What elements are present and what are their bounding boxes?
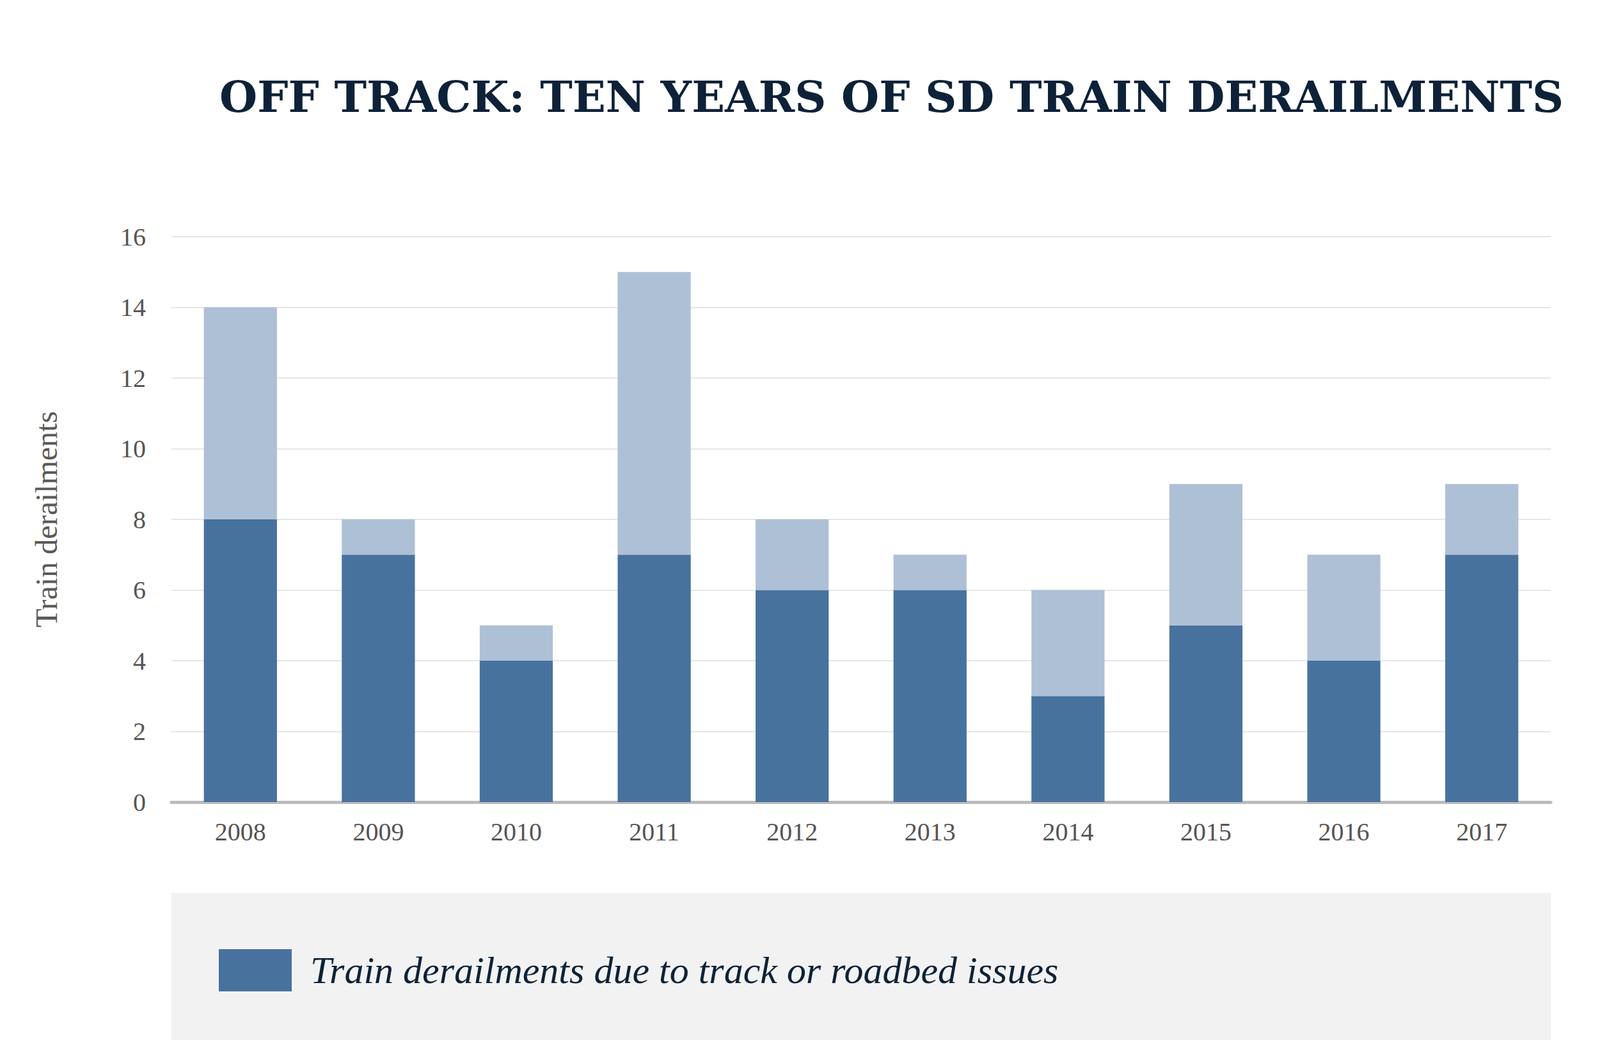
svg-text:Train derailments due to track: Train derailments due to track or roadbe… <box>310 949 1059 992</box>
svg-text:10: 10 <box>120 434 146 464</box>
svg-text:2016: 2016 <box>1318 817 1370 847</box>
svg-text:0: 0 <box>133 788 146 817</box>
svg-text:6: 6 <box>133 575 146 605</box>
svg-text:Train derailments: Train derailments <box>29 411 64 628</box>
svg-text:OFF TRACK: TEN YEARS OF SD TRA: OFF TRACK: TEN YEARS OF SD TRAIN DERAILM… <box>219 71 1564 123</box>
svg-text:14: 14 <box>120 293 146 322</box>
svg-text:2011: 2011 <box>628 817 680 847</box>
svg-text:12: 12 <box>120 364 146 393</box>
svg-text:2017: 2017 <box>1456 817 1508 847</box>
svg-text:8: 8 <box>133 505 146 535</box>
svg-text:2014: 2014 <box>1042 817 1094 847</box>
svg-text:2008: 2008 <box>214 817 267 847</box>
svg-text:2: 2 <box>133 717 146 746</box>
svg-text:4: 4 <box>133 646 146 676</box>
svg-text:2012: 2012 <box>766 817 818 847</box>
svg-text:2010: 2010 <box>490 817 542 847</box>
svg-text:2013: 2013 <box>904 817 956 847</box>
svg-text:2009: 2009 <box>352 817 404 847</box>
svg-text:2015: 2015 <box>1180 817 1232 847</box>
svg-text:16: 16 <box>120 222 146 252</box>
